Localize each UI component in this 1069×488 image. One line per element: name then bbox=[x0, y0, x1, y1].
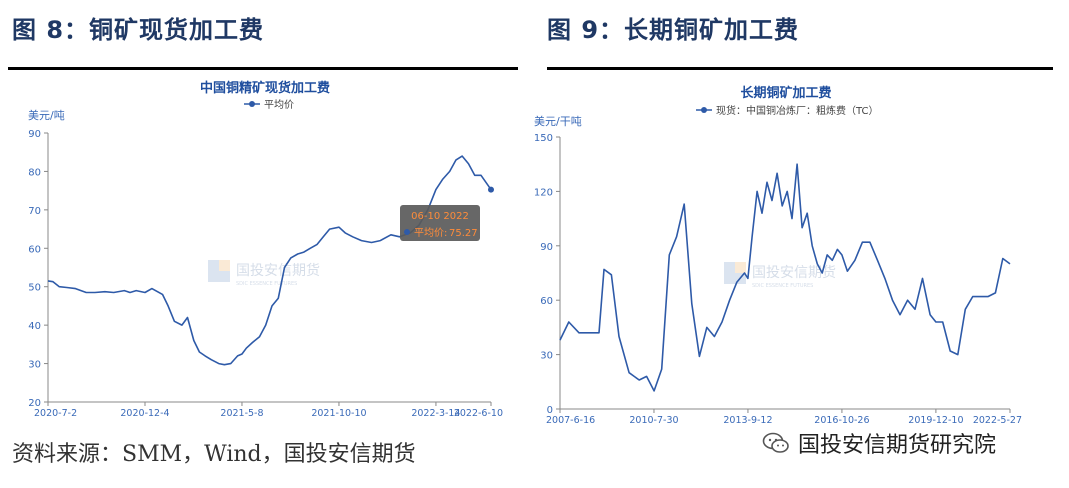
y-tick-label: 60 bbox=[540, 296, 553, 307]
y-tick-label: 50 bbox=[28, 283, 41, 294]
wechat-icon bbox=[762, 432, 789, 453]
y-tick-label: 0 bbox=[547, 405, 553, 416]
watermark-logo: 国投安信期货 SDIC ESSENCE FUTURES bbox=[208, 260, 320, 287]
x-tick-label: 2021-10-10 bbox=[311, 408, 366, 419]
chart-title: 中国铜精矿现货加工费 bbox=[200, 80, 330, 96]
chart-title: 长期铜矿加工费 bbox=[740, 85, 831, 101]
wechat-account-name: 国投安信期货研究院 bbox=[798, 433, 997, 458]
x-tick-label: 2020-7-2 bbox=[34, 408, 77, 419]
series-line bbox=[47, 155, 492, 366]
y-tick-label: 150 bbox=[534, 133, 553, 144]
x-tick-label: 2020-12-4 bbox=[120, 408, 169, 419]
tooltip-value: 75.27 bbox=[449, 228, 478, 239]
y-tick-label: 70 bbox=[28, 206, 41, 217]
y-axis-label: 美元/干吨 bbox=[534, 115, 582, 128]
legend-label: 平均价 bbox=[264, 99, 294, 111]
y-tick-label: 80 bbox=[28, 167, 41, 178]
y-tick-label: 40 bbox=[28, 321, 41, 332]
x-tick-label: 2021-5-8 bbox=[220, 408, 263, 419]
legend-label: 现货：中国铜冶炼厂：粗炼费（TC） bbox=[716, 104, 879, 117]
watermark-sub: SDIC ESSENCE FUTURES bbox=[236, 281, 297, 287]
chart-copper-spot-tc: 中国铜精矿现货加工费 平均价 美元/吨 国投安信期货 SDIC ESSENCE … bbox=[28, 80, 503, 419]
legend: 平均价 bbox=[244, 99, 294, 111]
x-tick-label: 2013-9-12 bbox=[723, 415, 772, 426]
x-tick-label: 2022-5-27 bbox=[973, 415, 1022, 426]
x-tick-label: 2007-6-16 bbox=[546, 415, 595, 426]
x-tick-label: 2019-12-10 bbox=[908, 415, 963, 426]
x-tick-label: 2022-3-14 bbox=[411, 408, 460, 419]
y-tick-label: 30 bbox=[540, 351, 553, 362]
data-point-marker[interactable] bbox=[488, 186, 494, 193]
y-tick-label: 90 bbox=[28, 129, 41, 140]
y-tick-label: 60 bbox=[28, 244, 41, 255]
heading-divider bbox=[8, 67, 518, 70]
watermark-name: 国投安信期货 bbox=[752, 264, 836, 281]
legend: 现货：中国铜冶炼厂：粗炼费（TC） bbox=[696, 104, 879, 117]
tooltip-date: 06-10 2022 bbox=[411, 211, 469, 222]
y-tick-label: 120 bbox=[534, 187, 553, 198]
y-tick-label: 20 bbox=[28, 398, 41, 409]
figure-8-heading: 图 8：铜矿现货加工费 bbox=[12, 16, 265, 44]
x-tick-label: 2016-10-26 bbox=[814, 415, 869, 426]
watermark-name: 国投安信期货 bbox=[236, 262, 320, 279]
heading-divider bbox=[547, 67, 1053, 70]
x-tick-label: 2010-7-30 bbox=[629, 415, 678, 426]
series-line bbox=[559, 163, 1011, 392]
y-tick-label: 90 bbox=[540, 242, 553, 253]
wechat-account: 国投安信期货研究院 bbox=[762, 428, 996, 458]
watermark-sub: SDIC ESSENCE FUTURES bbox=[752, 283, 813, 289]
y-axis-label: 美元/吨 bbox=[28, 109, 65, 122]
source-note: 资料来源：SMM，Wind，国投安信期货 bbox=[12, 442, 416, 467]
chart-long-term-copper-tc: 长期铜矿加工费 现货：中国铜冶炼厂：粗炼费（TC） 美元/干吨 国投安信期货 S… bbox=[534, 85, 1022, 426]
tooltip: 06-10 2022 平均价: 75.27 bbox=[400, 205, 480, 241]
x-tick-label: 2022-6-10 bbox=[454, 408, 503, 419]
plot-area: 0 30 60 90 120 150 2007-6-16 2010-7-30 2013-9-12… bbox=[534, 133, 1022, 426]
tooltip-label: 平均价: bbox=[414, 227, 447, 239]
figure-9-heading: 图 9：长期铜矿加工费 bbox=[547, 16, 800, 44]
y-tick-label: 30 bbox=[28, 360, 41, 371]
